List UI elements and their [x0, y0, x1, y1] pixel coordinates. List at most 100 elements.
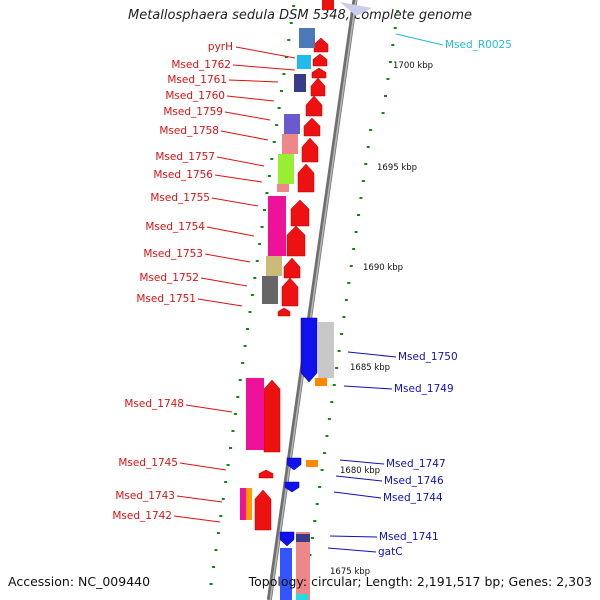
forward-arrow	[301, 137, 319, 163]
cog-block	[246, 488, 252, 520]
gene-label-reverse: gatC	[378, 546, 403, 558]
gene-label-reverse: Msed_R0025	[445, 39, 512, 51]
tick-label: 1700 kbp	[393, 61, 433, 71]
gene-label-reverse: Msed_1746	[384, 475, 444, 487]
gene-label-forward-leader	[206, 226, 255, 237]
forward-arrow	[286, 225, 306, 257]
forward-arrow	[283, 257, 301, 279]
backbone-highlight	[269, 0, 357, 600]
gene-label-forward-leader	[216, 156, 265, 167]
gene-label-forward-leader	[214, 174, 263, 183]
cog-block	[299, 28, 315, 48]
gene-label-forward: Msed_1758	[159, 125, 219, 137]
tick-label: 1675 kbp	[330, 567, 370, 577]
gene-label-forward-leader	[220, 130, 269, 141]
gene-label-forward-leader	[211, 197, 259, 207]
gene-label-forward: Msed_1755	[150, 192, 210, 204]
cog-block	[294, 74, 306, 92]
cog-block	[318, 322, 334, 378]
gene-label-reverse: Msed_1750	[398, 351, 458, 363]
forward-arrow	[254, 489, 272, 531]
gene-label-forward-leader	[226, 95, 275, 102]
topology-text: Topology: circular; Length: 2,191,517 bp…	[248, 574, 592, 589]
gene-label-forward-leader	[179, 462, 227, 471]
cog-block	[315, 378, 327, 386]
gene-label-reverse: Msed_1749	[394, 383, 454, 395]
reverse-arrow	[286, 457, 302, 471]
gene-label-forward: Msed_1760	[165, 90, 225, 102]
gene-label-forward: Msed_1742	[112, 510, 172, 522]
gene-label-forward-leader	[228, 79, 279, 83]
gene-label-reverse-leader	[333, 491, 382, 499]
gene-label-forward-leader	[173, 515, 221, 523]
gene-label-forward-leader	[185, 404, 233, 413]
gene-label-reverse-leader	[347, 351, 397, 358]
gene-label-forward: Msed_1751	[136, 293, 196, 305]
cog-block	[280, 548, 292, 600]
forward-arrow	[263, 379, 281, 453]
cog-block	[277, 184, 289, 192]
gene-label-forward: Msed_1748	[124, 398, 184, 410]
cog-block	[296, 534, 310, 542]
forward-arrow	[277, 307, 291, 317]
gene-label-reverse-leader	[339, 459, 385, 465]
forward-arrow	[311, 67, 327, 79]
cog-block	[284, 114, 300, 134]
map-title: Metallosphaera sedula DSM 5348, complete…	[127, 8, 473, 23]
cog-block	[240, 488, 248, 520]
cog-block	[296, 594, 308, 600]
gene-label-reverse: Msed_1747	[386, 458, 446, 470]
gene-label-reverse-leader	[329, 535, 378, 538]
tick-label: 1690 kbp	[363, 263, 403, 273]
reverse-arrow	[284, 481, 300, 493]
reverse-arrow	[279, 531, 295, 547]
forward-arrow	[297, 163, 315, 193]
gene-label-forward-leader	[224, 111, 271, 121]
gene-label-forward: Msed_1754	[145, 221, 205, 233]
gene-label-forward-leader	[204, 253, 251, 263]
gene-label-forward: Msed_1753	[143, 248, 203, 260]
forward-arrow	[281, 277, 299, 307]
gene-label-forward-leader	[200, 277, 248, 287]
gene-label-forward: Msed_1762	[171, 59, 231, 71]
forward-arrow	[290, 199, 310, 227]
gene-label-reverse-leader	[327, 547, 377, 553]
gene-label-reverse: Msed_1741	[379, 531, 439, 543]
cog-block	[278, 154, 294, 184]
gene-label-reverse-leader	[395, 33, 444, 46]
gene-label-forward: Msed_1757	[155, 151, 215, 163]
tick-label: 1685 kbp	[350, 363, 390, 373]
gene-label-forward: Msed_1743	[115, 490, 175, 502]
gene-label-forward: pyrH	[208, 41, 233, 53]
gene-label-forward: Msed_1756	[153, 169, 213, 181]
cog-block	[266, 256, 282, 276]
gene-label-forward-leader	[176, 495, 223, 503]
rna-feature	[340, 2, 372, 16]
gene-label-forward: Msed_1761	[167, 74, 227, 86]
forward-arrow	[258, 469, 274, 479]
gene-label-forward-leader	[235, 46, 296, 59]
cog-block	[262, 276, 278, 304]
reverse-arrow	[300, 317, 318, 383]
cog-block	[322, 0, 334, 10]
accession-text: Accession: NC_009440	[8, 574, 151, 589]
cog-block	[282, 134, 298, 154]
gene-label-reverse-leader	[335, 475, 383, 482]
tick-label: 1680 kbp	[340, 466, 380, 476]
forward-arrow	[312, 53, 328, 67]
gene-label-reverse-leader	[343, 385, 393, 390]
forward-arrow	[305, 95, 323, 117]
cog-block	[268, 196, 286, 256]
gene-label-forward-leader	[197, 298, 243, 307]
cog-block	[306, 460, 318, 467]
gene-label-forward: Msed_1745	[118, 457, 178, 469]
gene-label-forward: Msed_1759	[163, 106, 223, 118]
gene-label-forward: Msed_1752	[139, 272, 199, 284]
forward-arrow	[303, 117, 321, 137]
cog-block	[296, 532, 310, 600]
gene-label-reverse: Msed_1744	[383, 492, 443, 504]
forward-arrow	[313, 37, 329, 53]
forward-arrow	[310, 77, 326, 97]
cog-block	[246, 378, 264, 450]
